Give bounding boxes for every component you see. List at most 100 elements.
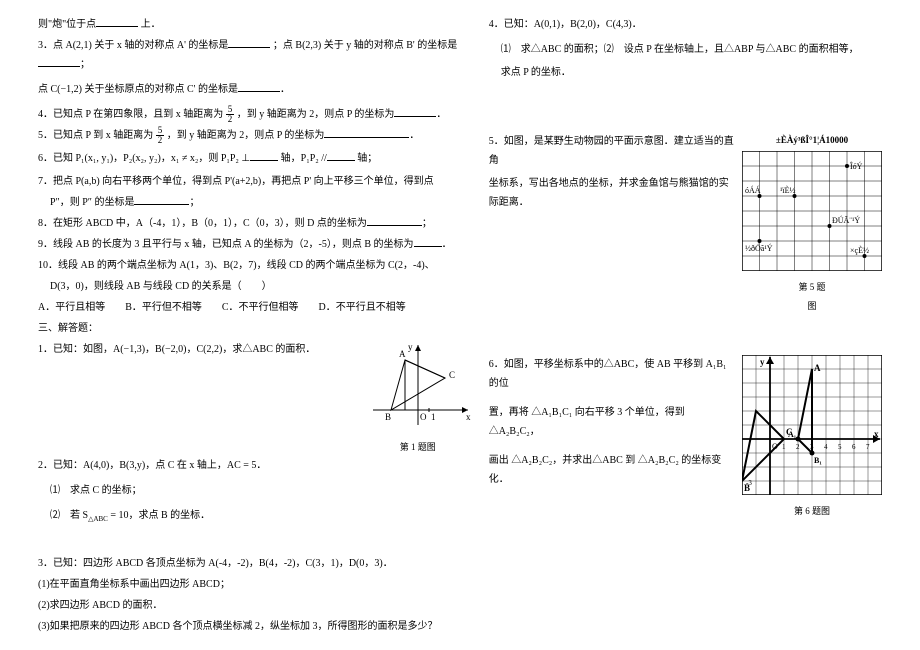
t: 3．已知：四边形 ABCD 各顶点坐标为 A(-4，-2)，B(4，-2)，C(… [38,558,393,569]
p3-1: (1)在平面直角坐标系中画出四边形 ABCD； [38,575,473,594]
svg-text:2: 2 [796,443,800,451]
q3a: 3．点 A(2,1) 关于 x 轴的对称点 A' 的坐标是 ；点 B(2,3) … [38,36,473,74]
blank [394,107,436,117]
p2-2: ⑵ 若 S△ABC = 10，求点 B 的坐标． [38,506,473,526]
t: 6．如图，平移坐标系中的△ABC，使 AB 平移到 A₁B₁ 的位 [489,359,727,389]
blank [250,151,278,161]
rq5a: 5．如图，是某野生动物园的平面示意图．建立适当的直角 [489,132,736,170]
t: ，到 y 轴距离为 2，则点 P 的坐标为 [237,109,395,120]
t: (1)在平面直角坐标系中画出四边形 ABCD； [38,579,230,590]
fig5-cap-b: 图 [742,298,882,315]
q8: 8．在矩形 ABCD 中，A（-4，1），B（0，1），C（0，3），则 D 点… [38,214,473,233]
fig5-title: ±ÈÀý³ßÎ°1¦Á10000 [742,132,882,149]
fraction: 52 [226,105,235,124]
t: 9．线段 AB 的长度为 3 且平行与 x 轴，已知点 A 的坐标为（2，-5）… [38,239,414,250]
rq4: 4．已知：A(0,1)，B(2,0)，C(4,3)． [489,15,882,34]
t: D(3，0)，则线段 AB 与线段 CD 的关系是（ ） [50,281,272,292]
t: (3)如果把原来的四边形 ABCD 各个顶点横坐标减 2，纵坐标加 3，所得图形… [38,621,437,632]
t: A．平行且相等 B．平行但不相等 C．不平行但相等 D．不平行且不相等 [38,302,406,313]
p1-block: 1．已知：如图，A(−1,3)，B(−2,0)，C(2,2)，求△ABC 的面积… [38,340,473,455]
svg-text:óÁÁ: óÁÁ [745,185,761,195]
svg-text:B: B [385,412,391,422]
t: 则"炮"位于点 [38,19,96,30]
p2: 2．已知：A(4,0)，B(3,y)，点 C 在 x 轴上，AC = 5． [38,456,473,475]
t: ⑴ 求△ABC 的面积；⑵ 设点 P 在坐标轴上，且△ABP 与△ABC 的面积… [501,44,859,55]
svg-text:ÐÚÃ¨¹Ý: ÐÚÃ¨¹Ý [832,215,860,225]
svg-text:y: y [760,357,765,367]
svg-text:A: A [399,349,406,359]
svg-text:C: C [786,427,793,437]
t: 10．线段 AB 的两个端点坐标为 A(1，3)、B(2，7)，线段 CD 的两… [38,260,435,271]
t: (2)求四边形 ABCD 的面积． [38,600,162,611]
svg-text:1: 1 [431,412,436,422]
svg-text:x: x [874,429,879,439]
p3-2: (2)求四边形 ABCD 的面积． [38,596,473,615]
fig1-caption: 第 1 题图 [363,439,473,456]
rq6c: 画出 △A₂B₂C₂，并求出△ABC 到 △A₂B₂C₂ 的坐标变化． [489,451,736,489]
svg-text:3: 3 [810,443,814,451]
t: 轴，P₁P₂ // [281,153,327,164]
t: 7．把点 P(a,b) 向右平移两个单位，得到点 P'(a+2,b)，再把点 P… [38,176,434,187]
t: ⑴ 求点 C 的坐标； [50,485,142,496]
pre-line: 则"炮"位于点 上． [38,15,473,34]
blank [228,38,270,48]
blank [96,17,138,27]
rq4-1: ⑴ 求△ABC 的面积；⑵ 设点 P 在坐标轴上，且△ABP 与△ABC 的面积… [489,40,882,59]
t: 坐标系，写出各地点的坐标，并求金鱼馆与熊猫馆的实际距离． [489,178,729,208]
t: 1．已知：如图，A(−1,3)，B(−2,0)，C(2,2)，求△ABC 的面积… [38,344,315,355]
t: 2．已知：A(4,0)，B(3,y)，点 C 在 x 轴上，AC = 5． [38,460,266,471]
t: = 10，求点 B 的坐标． [108,510,210,521]
q9: 9．线段 AB 的长度为 3 且平行与 x 轴，已知点 A 的坐标为（2，-5）… [38,235,473,254]
right-column: 4．已知：A(0,1)，B(2,0)，C(4,3)． ⑴ 求△ABC 的面积；⑵… [481,15,890,635]
svg-text:¹ïÈ½: ¹ïÈ½ [780,185,796,195]
t: ，到 y 轴距离为 2，则点 P 的坐标为 [167,130,325,141]
t: 求点 P 的坐标． [501,67,571,78]
svg-text:-3: -3 [746,479,752,487]
blank [367,216,422,226]
t: ；点 B(2,3) 关于 y 轴的对称点 B' 的坐标是 [273,40,457,51]
t: 6．已知 P₁(x₁, y₁)，P₂(x₂, y₂)，x₁ ≠ x₂，则 P₁P… [38,153,250,164]
p2-1: ⑴ 求点 C 的坐标； [38,481,473,500]
svg-text:A: A [814,363,821,373]
p1: 1．已知：如图，A(−1,3)，B(−2,0)，C(2,2)，求△ABC 的面积… [38,340,363,359]
t: 3．点 A(2,1) 关于 x 轴的对称点 A' 的坐标是 [38,40,228,51]
svg-text:×çÈ½: ×çÈ½ [850,245,869,255]
left-column: 则"炮"位于点 上． 3．点 A(2,1) 关于 x 轴的对称点 A' 的坐标是… [30,15,481,635]
t: 点 C(−1,2) 关于坐标原点的对称点 C' 的坐标是 [38,84,238,95]
rq6a: 6．如图，平移坐标系中的△ABC，使 AB 平移到 A₁B₁ 的位 [489,355,736,393]
fig6-caption: 第 6 题图 [742,503,882,520]
fraction: 52 [156,126,165,145]
opts: A．平行且相等 B．平行但不相等 C．不平行但相等 D．不平行且不相等 [38,298,473,317]
blank [324,128,409,138]
svg-text:O: O [772,442,778,451]
t: P″，则 P″ 的坐标是 [50,197,134,208]
rq4-2: 求点 P 的坐标． [489,63,882,82]
figure-6: A A₁ B B₁ C O x y 1234567 -3 第 6 题图 [742,355,882,520]
q6-block: 6．如图，平移坐标系中的△ABC，使 AB 平移到 A₁B₁ 的位 置，再将 △… [489,355,882,520]
t: 三、解答题： [38,323,98,334]
svg-text:1: 1 [782,443,786,451]
d: 2 [226,115,235,124]
sec3: 三、解答题： [38,319,473,338]
d: 2 [156,136,165,145]
svg-text:O: O [420,412,427,422]
t: ⑵ 若 S [50,510,88,521]
t: 4．已知点 P 在第四象限，且到 x 轴距离为 [38,109,223,120]
t: 5．已知点 P 到 x 轴距离为 [38,130,153,141]
q3c: 点 C(−1,2) 关于坐标原点的对称点 C' 的坐标是． [38,80,473,99]
rq6b: 置，再将 △A₁B₁C₁ 向右平移 3 个单位，得到 △A₂B₂C₂， [489,403,736,441]
svg-text:B₁: B₁ [814,456,822,465]
figure-1: x y O 1 A B C 第 1 题图 [363,340,473,455]
t: 4．已知：A(0,1)，B(2,0)，C(4,3)． [489,19,642,30]
svg-text:½ðÓã¹Ý: ½ðÓã¹Ý [745,243,773,253]
blank [38,57,80,67]
svg-text:5: 5 [838,443,842,451]
blank [134,195,189,205]
fig5-cap-a: 第 5 题 [742,279,882,296]
svg-text:6: 6 [852,443,856,451]
q4: 4．已知点 P 在第四象限，且到 x 轴距离为 52 ，到 y 轴距离为 2，则… [38,105,473,124]
t: 5．如图，是某野生动物园的平面示意图．建立适当的直角 [489,136,734,166]
t: 置，再将 △A₁B₁C₁ 向右平移 3 个单位，得到 △A₂B₂C₂， [489,407,685,437]
q5-block: 5．如图，是某野生动物园的平面示意图．建立适当的直角 坐标系，写出各地点的坐标，… [489,132,882,315]
blank [238,82,280,92]
